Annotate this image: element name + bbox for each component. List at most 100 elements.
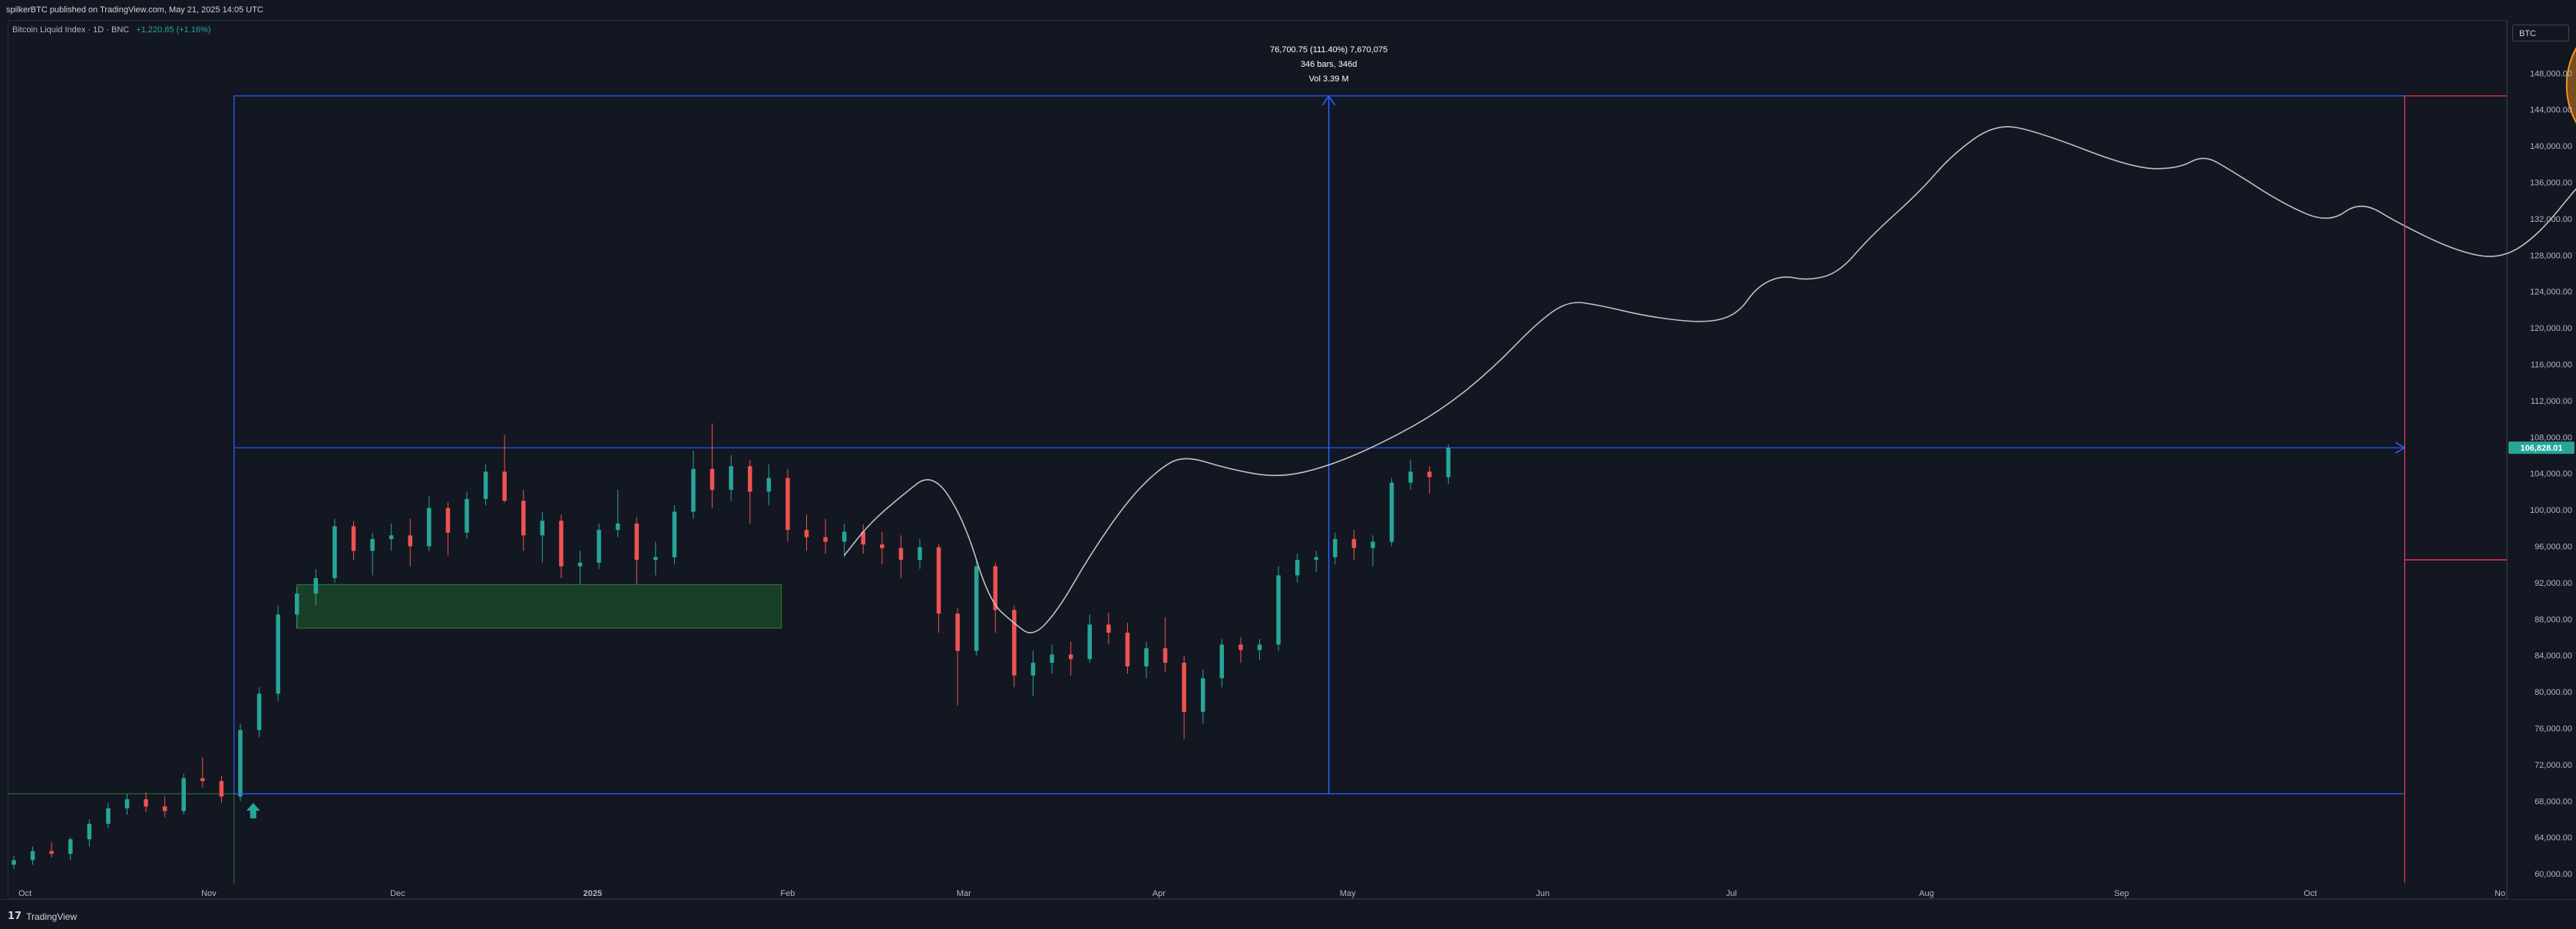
candle (653, 557, 658, 560)
candle (200, 778, 205, 782)
candle (483, 471, 488, 499)
candle (87, 823, 92, 840)
price-tick: 68,000.00 (2535, 797, 2572, 806)
candle (389, 535, 394, 540)
price-tick: 144,000.00 (2530, 106, 2572, 115)
candle (12, 860, 16, 865)
target-circle (2565, 47, 2576, 124)
candle (559, 521, 564, 567)
candle (766, 478, 772, 492)
candle (427, 507, 432, 547)
candle (1295, 560, 1300, 576)
time-tick: 2025 (584, 889, 602, 898)
price-tick: 112,000.00 (2531, 397, 2572, 406)
symbol-change: +1,220.85 (+1.16%) (136, 25, 211, 35)
time-tick: Apr (1152, 889, 1166, 898)
price-tick: 140,000.00 (2530, 142, 2572, 151)
candle (351, 526, 356, 551)
candle (597, 530, 601, 563)
candle (1219, 644, 1225, 679)
price-tick: 124,000.00 (2530, 288, 2572, 297)
candle (974, 566, 979, 651)
candle (295, 593, 299, 615)
candle (691, 468, 696, 512)
measure-box (233, 95, 2406, 795)
candle (521, 501, 526, 536)
time-tick: Dec (390, 889, 405, 898)
buy-arrow-icon (246, 802, 260, 818)
time-tick: Jun (1536, 889, 1549, 898)
time-tick: Oct (18, 889, 31, 898)
candle (634, 523, 639, 560)
measure-arrow-head (1321, 94, 1336, 106)
projection-path (844, 126, 2576, 633)
candle (1333, 539, 1338, 557)
candle (955, 613, 960, 651)
candle (918, 547, 922, 560)
price-tick: 108,000.00 (2530, 433, 2572, 442)
measure-label-1: 76,700.75 (111.40%) 7,670,075 (1270, 45, 1387, 55)
candle (729, 466, 733, 491)
candle (502, 471, 507, 501)
candle (445, 507, 451, 533)
symbol-legend[interactable]: Bitcoin Liquid Index · 1D · BNC +1,220.8… (12, 25, 211, 35)
candle (219, 781, 224, 797)
candle (162, 806, 167, 812)
candle (842, 531, 847, 542)
price-tick: 92,000.00 (2535, 579, 2572, 588)
last-price-label: 106,828.01 (2520, 444, 2562, 453)
candle (1314, 557, 1318, 560)
candle (1182, 663, 1186, 712)
time-tick: No (2495, 889, 2505, 898)
candle (124, 798, 130, 808)
candle (1257, 644, 1262, 650)
price-tick: 72,000.00 (2535, 761, 2572, 770)
time-tick: Mar (957, 889, 971, 898)
price-axis[interactable] (2507, 20, 2576, 899)
candle (785, 478, 790, 531)
candle (1106, 624, 1111, 633)
tradingview-brand: TradingView (26, 911, 78, 922)
currency-button[interactable]: BTC (2512, 25, 2569, 41)
tradingview-logo[interactable]: 17 TradingView (8, 911, 77, 922)
time-tick: Aug (1919, 889, 1934, 898)
time-tick: Feb (780, 889, 795, 898)
candle (898, 547, 904, 560)
price-tick: 96,000.00 (2535, 543, 2572, 552)
time-tick: Jul (1726, 889, 1737, 898)
candle (993, 566, 998, 610)
price-tick: 116,000.00 (2531, 360, 2572, 369)
candle (1238, 644, 1243, 650)
candle (672, 511, 677, 557)
price-tick: 136,000.00 (2530, 178, 2572, 187)
candle (144, 798, 148, 807)
candle (30, 851, 35, 861)
price-tick: 128,000.00 (2530, 251, 2572, 260)
candle (1371, 541, 1375, 548)
candle (804, 530, 809, 537)
price-tick: 132,000.00 (2530, 215, 2572, 224)
price-tick: 88,000.00 (2535, 615, 2572, 624)
candle (1030, 663, 1036, 676)
time-tick: May (1340, 889, 1356, 898)
candle (1050, 654, 1054, 663)
tradingview-logo-icon: 17 (8, 911, 22, 922)
candle (709, 468, 715, 491)
candle (1125, 633, 1130, 666)
candle (276, 614, 280, 694)
candle (1087, 624, 1092, 660)
candle (370, 539, 375, 551)
measure-label-2: 346 bars, 346d (1301, 60, 1357, 69)
candle (465, 498, 469, 533)
candle (332, 526, 337, 578)
candle (540, 521, 545, 536)
bottom-bar (0, 899, 2576, 929)
support-zone (296, 584, 782, 629)
time-tick: Nov (201, 889, 217, 898)
publisher-header: spilkerBTC published on TradingView.com,… (0, 0, 2576, 20)
candle (49, 851, 54, 855)
candle (238, 729, 243, 797)
candle (1389, 482, 1394, 542)
candle (1201, 678, 1205, 712)
